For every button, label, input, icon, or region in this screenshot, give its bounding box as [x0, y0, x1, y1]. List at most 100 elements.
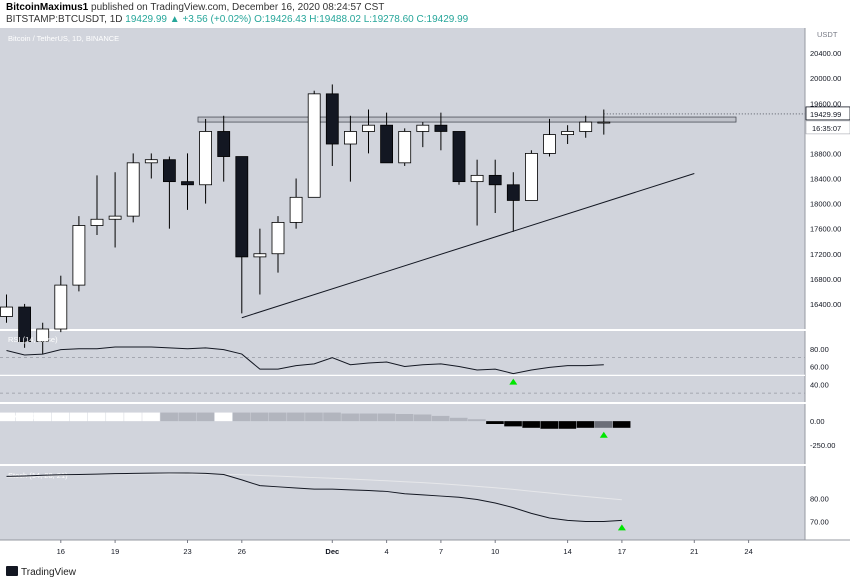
- macd-bar: [359, 413, 378, 422]
- x-tick-label: 17: [618, 547, 626, 556]
- x-tick-label: 10: [491, 547, 499, 556]
- x-tick-label: 19: [111, 547, 119, 556]
- candle: [398, 131, 412, 164]
- macd-bar: [449, 417, 468, 422]
- macd-bar: [576, 421, 595, 428]
- candle: [289, 196, 303, 223]
- macd-bar: [522, 421, 540, 428]
- candle: [506, 184, 520, 201]
- candle: [90, 218, 104, 226]
- y-tick-label: 20000.00: [810, 74, 841, 83]
- candle: [543, 134, 556, 154]
- tradingview-mark-icon: [6, 566, 18, 576]
- candle: [416, 124, 430, 132]
- pane-main: [0, 28, 805, 329]
- last-price-box: [805, 106, 850, 121]
- chart-title: Bitcoin / TetherUS, 1D, BINANCE: [8, 34, 119, 43]
- x-tick-label: 23: [183, 547, 191, 556]
- price-line: 19429.99 ▲ +3.56 (+0.02%) O:19426.43 H:1…: [125, 14, 469, 25]
- x-tick-label: 7: [439, 547, 443, 556]
- candle: [307, 93, 321, 198]
- macd-bar: [268, 412, 287, 422]
- resistance-zone: [197, 116, 737, 123]
- macd-bar: [69, 412, 88, 422]
- macd-bar: [431, 415, 450, 422]
- macd-bar: [250, 412, 269, 422]
- chart-header: BitcoinMaximus1 published on TradingView…: [0, 0, 850, 28]
- candle: [18, 306, 32, 342]
- macd-bar: [287, 412, 305, 422]
- candle: [488, 174, 502, 186]
- candle: [108, 215, 122, 220]
- candle: [72, 225, 86, 286]
- candle: [597, 121, 611, 124]
- macd-bar: [124, 412, 142, 422]
- support-trendline: [241, 173, 695, 319]
- candle: [199, 131, 213, 186]
- macd-bar: [341, 413, 359, 422]
- rsi-tick-label: 60.00: [810, 363, 829, 372]
- author-name[interactable]: BitcoinMaximus1: [6, 2, 89, 13]
- macd-bar: [106, 412, 124, 422]
- macd-bar: [160, 412, 178, 422]
- macd-bar: [51, 412, 70, 422]
- macd-bar: [33, 412, 52, 422]
- stoch-marker-icon: [617, 524, 626, 531]
- candle: [343, 131, 357, 145]
- macd-bar: [15, 412, 34, 422]
- candle: [162, 159, 176, 183]
- macd-tick-label: -250.00: [810, 441, 835, 450]
- macd-bar: [0, 412, 16, 422]
- candle: [54, 284, 68, 330]
- rsi-marker-icon: [509, 378, 518, 385]
- last-price-label: 19429.99: [810, 110, 841, 119]
- x-tick-label: 26: [238, 547, 246, 556]
- macd-bar: [594, 421, 613, 428]
- y-tick-label: 17600.00: [810, 225, 841, 234]
- candle: [144, 159, 158, 164]
- y-tick-label: 20400.00: [810, 49, 841, 58]
- candle: [470, 174, 484, 183]
- candle: [579, 121, 593, 132]
- y-tick-label: 17200.00: [810, 250, 841, 259]
- candle: [325, 93, 339, 145]
- candle: [434, 124, 448, 132]
- macd-label: MACD (21, 5: [8, 411, 51, 420]
- macd-bar: [395, 414, 414, 422]
- macd-bar: [178, 412, 197, 422]
- candle: [452, 131, 466, 183]
- x-tick-label: 4: [385, 547, 389, 556]
- chart-area[interactable]: Bitcoin / TetherUS, 1D, BINANCE USDT 16400…: [0, 28, 850, 562]
- currency-label: USDT: [817, 30, 838, 39]
- stoch-line: [6, 472, 622, 522]
- brand-name: TradingView: [21, 567, 77, 578]
- macd-bar: [540, 421, 559, 429]
- candle: [380, 124, 394, 164]
- rsi-line: [6, 346, 604, 375]
- rsi-label: RSI (14, close): [8, 335, 58, 344]
- stoch-tick-label: 70.00: [810, 518, 829, 527]
- macd-bar: [377, 413, 396, 422]
- y-tick-label: 18000.00: [810, 200, 841, 209]
- macd-marker-icon: [599, 431, 608, 438]
- candle: [36, 328, 50, 342]
- rsi-tick-label: 80.00: [810, 345, 829, 354]
- macd-bar: [87, 412, 106, 422]
- candle: [362, 124, 375, 132]
- macd-bar: [142, 412, 160, 422]
- symbol-info: BITSTAMP:BTCUSDT, 1D 19429.99 ▲ +3.56 (+…: [6, 14, 468, 25]
- pane-rsi: [0, 331, 805, 402]
- macd-bar: [413, 414, 432, 422]
- macd-bar: [558, 421, 577, 429]
- macd-bar: [214, 412, 233, 422]
- y-tick-label: 18800.00: [810, 149, 841, 158]
- rsi-tick-label: 40.00: [810, 380, 829, 389]
- macd-bar: [504, 421, 522, 427]
- candle: [253, 253, 267, 258]
- candle: [271, 221, 285, 255]
- y-tick-label: 16800.00: [810, 275, 841, 284]
- tradingview-logo[interactable]: TradingView: [6, 566, 76, 578]
- macd-bar: [486, 421, 504, 424]
- stoch-tick-label: 80.00: [810, 494, 829, 503]
- x-tick-label: Dec: [325, 547, 339, 556]
